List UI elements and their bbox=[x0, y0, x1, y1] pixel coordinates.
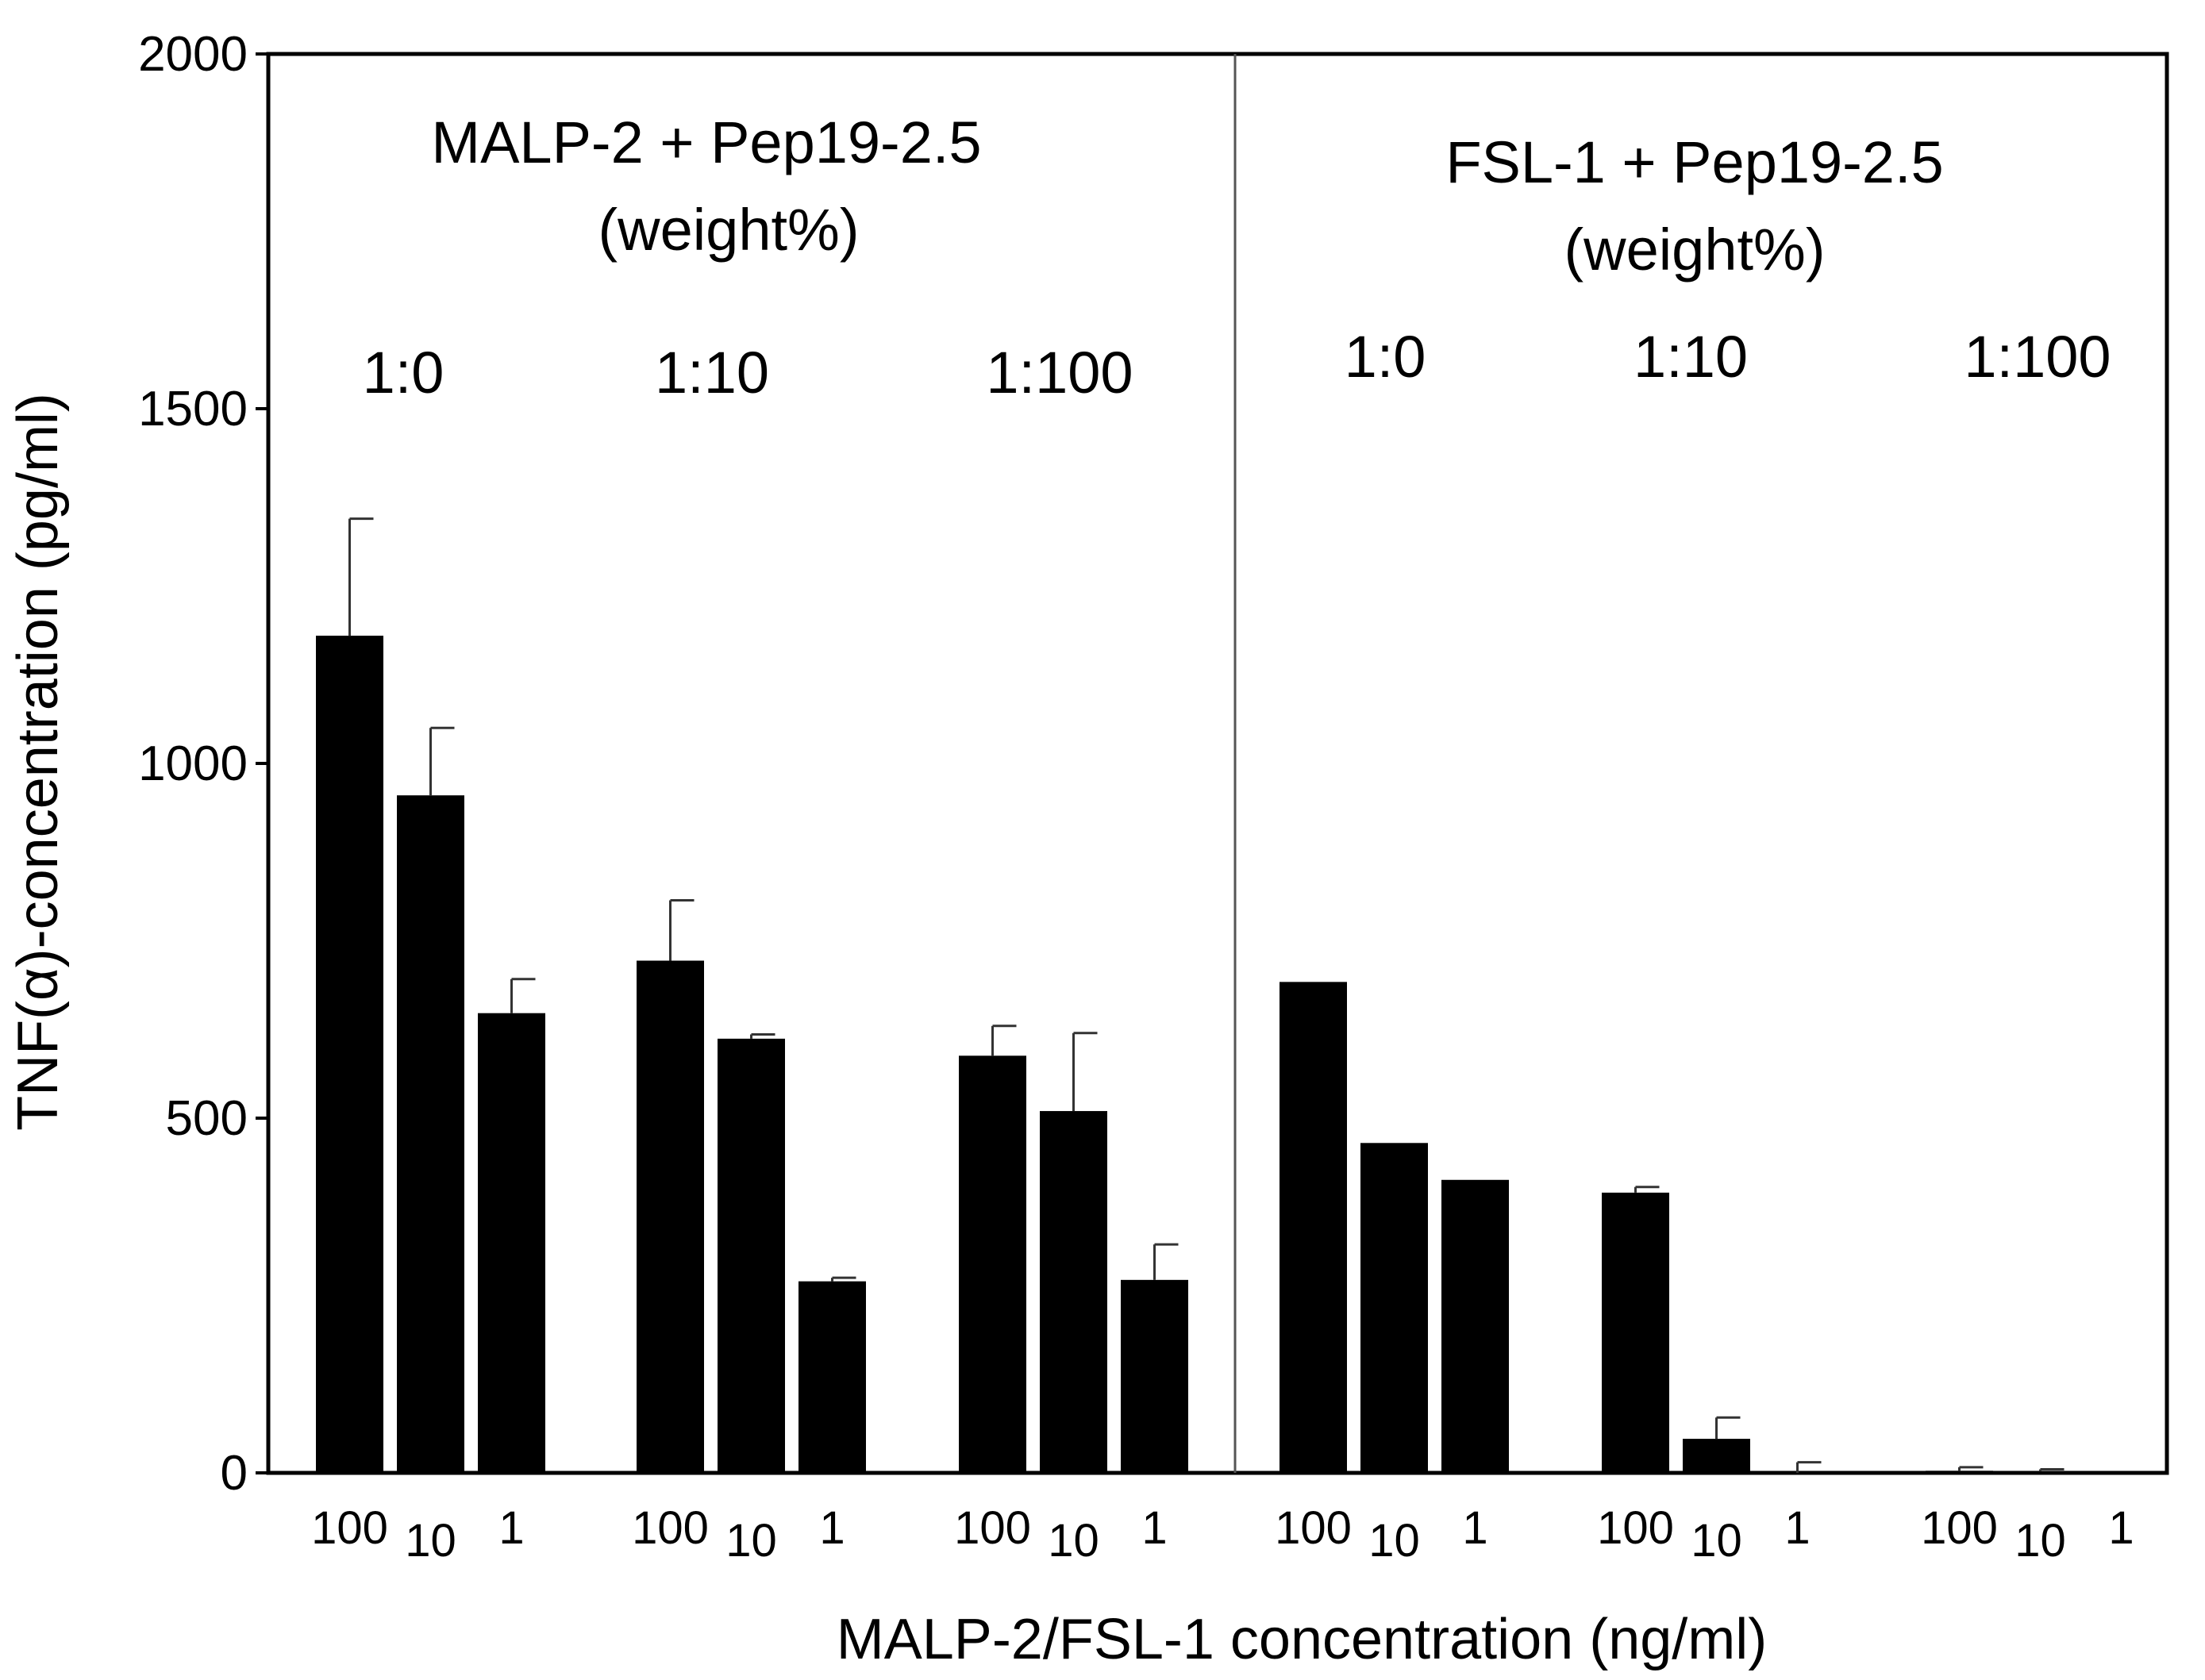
x-axis-title: MALP-2/FSL-1 concentration (ng/ml) bbox=[837, 1608, 1767, 1671]
panel-title-malp2: MALP-2 + Pep19-2.5 bbox=[431, 110, 981, 175]
y-axis: 0 500 1000 1500 2000 bbox=[138, 27, 268, 1501]
bar bbox=[718, 1038, 785, 1473]
bar bbox=[316, 636, 383, 1473]
y-axis-title: TNF(α)-concentration (pg/ml) bbox=[6, 393, 70, 1131]
bar bbox=[1926, 1470, 1993, 1473]
error-bars bbox=[348, 517, 2065, 1473]
bar bbox=[1441, 1179, 1509, 1473]
concentration-label: 1 bbox=[498, 1502, 524, 1554]
concentration-label: 10 bbox=[1368, 1515, 1420, 1567]
concentration-label: 10 bbox=[1048, 1515, 1099, 1567]
plot-frame bbox=[266, 52, 2169, 1475]
ratio-label: 1:0 bbox=[363, 340, 444, 406]
concentration-label: 1 bbox=[1141, 1502, 1167, 1554]
concentration-label: 10 bbox=[725, 1515, 777, 1567]
bar bbox=[798, 1281, 866, 1473]
y-tick-label: 1500 bbox=[138, 382, 248, 436]
bar bbox=[1683, 1439, 1750, 1473]
ratio-label: 1:0 bbox=[1345, 324, 1426, 390]
concentration-label: 1 bbox=[2108, 1502, 2134, 1554]
y-tick-label: 0 bbox=[221, 1446, 248, 1501]
bar bbox=[1602, 1192, 1669, 1473]
bar bbox=[1360, 1143, 1428, 1473]
bar bbox=[1121, 1279, 1188, 1473]
bar bbox=[637, 960, 704, 1473]
concentration-label: 100 bbox=[632, 1502, 709, 1554]
concentration-label: 10 bbox=[1691, 1515, 1742, 1567]
ratio-label: 1:100 bbox=[1964, 324, 2111, 390]
panel-subtitle-malp2: (weight%) bbox=[598, 197, 860, 263]
bar bbox=[2007, 1471, 2074, 1473]
bar bbox=[1040, 1111, 1107, 1473]
y-tick-label: 2000 bbox=[138, 27, 248, 82]
y-tick-label: 500 bbox=[166, 1091, 248, 1146]
y-tick-label: 1000 bbox=[138, 736, 248, 791]
ratio-label: 1:100 bbox=[986, 340, 1133, 406]
concentration-label: 100 bbox=[954, 1502, 1031, 1554]
ratio-label: 1:10 bbox=[1634, 324, 1748, 390]
concentration-label: 100 bbox=[1597, 1502, 1674, 1554]
bars bbox=[316, 636, 2074, 1473]
ratio-label: 1:10 bbox=[655, 340, 769, 406]
concentration-label: 100 bbox=[311, 1502, 388, 1554]
concentration-label: 1 bbox=[1462, 1502, 1487, 1554]
panel-subtitle-fsl1: (weight%) bbox=[1564, 217, 1826, 283]
bar bbox=[478, 1013, 545, 1473]
bar bbox=[397, 795, 464, 1473]
concentration-label: 10 bbox=[405, 1515, 456, 1567]
concentration-label: 100 bbox=[1275, 1502, 1352, 1554]
bar bbox=[1280, 982, 1347, 1473]
concentration-label: 1 bbox=[1784, 1502, 1810, 1554]
bar bbox=[959, 1055, 1026, 1473]
concentration-label: 10 bbox=[2015, 1515, 2066, 1567]
concentration-label: 100 bbox=[1921, 1502, 1998, 1554]
concentration-label: 1 bbox=[819, 1502, 845, 1554]
panel-title-fsl1: FSL-1 + Pep19-2.5 bbox=[1445, 129, 1943, 195]
